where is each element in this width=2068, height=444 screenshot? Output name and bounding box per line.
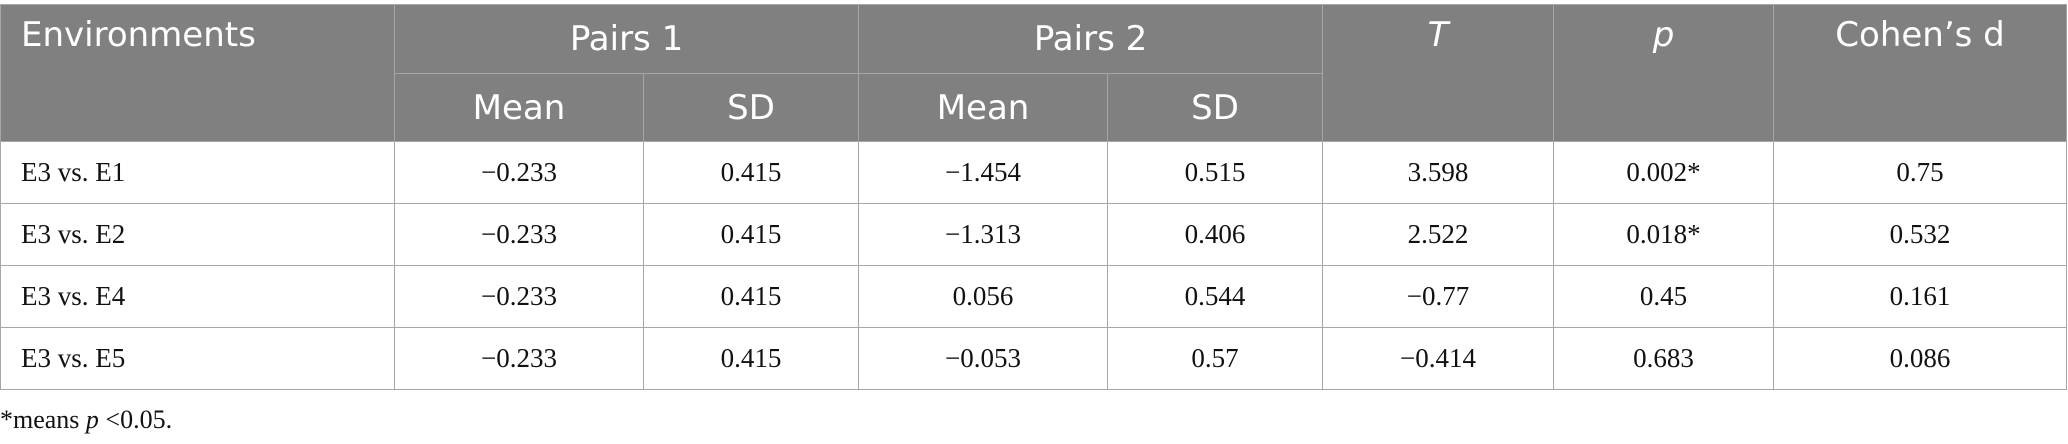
table-row: E3 vs. E1 −0.233 0.415 −1.454 0.515 3.59… [0,141,2068,204]
table-row: E3 vs. E5 −0.233 0.415 −0.053 0.57 −0.41… [0,327,2068,390]
cell-pairs2-mean: 0.056 [858,265,1109,328]
table-body: E3 vs. E1 −0.233 0.415 −1.454 0.515 3.59… [0,141,2068,390]
cell-p: 0.002* [1553,141,1775,204]
cell-p: 0.683 [1553,327,1775,390]
cell-cohens-d: 0.532 [1773,203,2068,266]
results-table: Environments Pairs 1 Pairs 2 T p Cohen’s… [0,4,2068,390]
header-pairs1-mean: Mean [394,73,644,142]
header-pairs-2: Pairs 2 [858,4,1324,74]
table-row: E3 vs. E2 −0.233 0.415 −1.313 0.406 2.52… [0,203,2068,266]
cell-pairs1-sd: 0.415 [642,265,860,328]
cell-cohens-d: 0.086 [1773,327,2068,390]
header-pairs2-mean: Mean [858,73,1109,142]
cell-pairs1-sd: 0.415 [642,141,860,204]
results-table-container: Environments Pairs 1 Pairs 2 T p Cohen’s… [0,4,2068,390]
header-pairs-1: Pairs 1 [393,4,860,74]
cell-t: −0.414 [1322,327,1555,390]
cell-pairs1-mean: −0.233 [394,265,644,328]
cell-cohens-d: 0.75 [1773,141,2068,204]
cell-pairs2-sd: 0.406 [1107,203,1324,266]
cell-pairs2-sd: 0.515 [1107,141,1324,204]
header-pairs2-sd: SD [1107,73,1324,142]
cell-pairs2-mean: −1.454 [858,141,1109,204]
cell-p: 0.018* [1553,203,1775,266]
header-cohens-d: Cohen’s d [1773,4,2068,142]
header-environments: Environments [0,4,395,142]
table-footnote: *means p <0.05. [0,405,172,435]
table-row: E3 vs. E4 −0.233 0.415 0.056 0.544 −0.77… [0,265,2068,328]
cell-environment: E3 vs. E2 [0,203,395,266]
footnote-suffix: <0.05. [98,405,173,434]
cell-pairs2-mean: −0.053 [858,327,1109,390]
cell-pairs2-sd: 0.57 [1107,327,1324,390]
cell-pairs1-sd: 0.415 [642,327,860,390]
footnote-p: p [85,405,99,434]
header-pairs1-sd: SD [642,73,860,142]
table-header: Environments Pairs 1 Pairs 2 T p Cohen’s… [0,4,2068,142]
cell-environment: E3 vs. E5 [0,327,395,390]
cell-t: 2.522 [1322,203,1555,266]
cell-environment: E3 vs. E4 [0,265,395,328]
cell-environment: E3 vs. E1 [0,141,395,204]
header-p: p [1553,4,1775,142]
cell-p: 0.45 [1553,265,1775,328]
cell-pairs1-mean: −0.233 [394,141,644,204]
cell-pairs2-sd: 0.544 [1107,265,1324,328]
cell-pairs2-mean: −1.313 [858,203,1109,266]
cell-t: −0.77 [1322,265,1555,328]
cell-pairs1-sd: 0.415 [642,203,860,266]
cell-cohens-d: 0.161 [1773,265,2068,328]
cell-pairs1-mean: −0.233 [394,203,644,266]
cell-t: 3.598 [1322,141,1555,204]
cell-pairs1-mean: −0.233 [394,327,644,390]
footnote-prefix: *means [0,405,86,434]
header-t: T [1322,4,1555,142]
